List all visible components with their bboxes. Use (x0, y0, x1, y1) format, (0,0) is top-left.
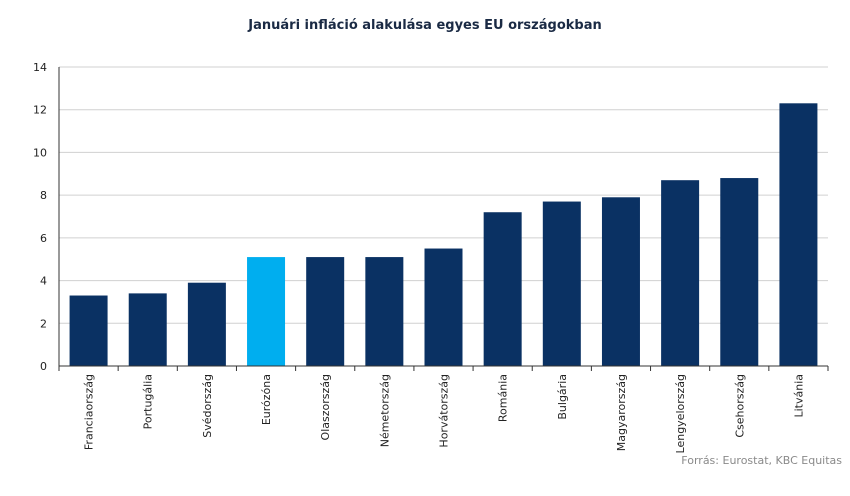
chart-title: Januári infláció alakulása egyes EU orsz… (248, 18, 602, 33)
x-tick-label: Csehország (733, 374, 746, 438)
axes (58, 67, 828, 367)
bar (424, 248, 463, 366)
bar (483, 212, 522, 366)
y-tick-label: 14 (33, 61, 47, 74)
x-tick-label: Németország (378, 374, 391, 447)
bar (661, 180, 700, 366)
bar (69, 295, 108, 366)
bar (128, 293, 167, 366)
x-tick-label: Olaszország (319, 374, 332, 440)
y-tick-label: 2 (40, 317, 47, 330)
bar (779, 103, 818, 367)
y-tick-label: 10 (33, 146, 47, 159)
x-tick-label: Horvátország (438, 374, 451, 448)
bar (720, 178, 759, 366)
x-tick-label: Bulgária (556, 374, 569, 420)
y-tick-label: 4 (40, 275, 47, 288)
x-tick-label: Svédország (201, 374, 214, 438)
bar (187, 282, 226, 366)
x-tick-label: Litvánia (792, 374, 805, 418)
bar (365, 257, 404, 366)
y-tick-labels: 0 2 4 6 8 10 12 14 (33, 61, 47, 373)
source-note: Forrás: Eurostat, KBC Equitas (681, 454, 842, 467)
bar (542, 201, 581, 366)
x-tick-label: Eurózóna (260, 374, 273, 425)
x-tick-label: Lengyelország (674, 374, 687, 453)
bar (247, 257, 286, 366)
x-tick-label: Magyarország (615, 374, 628, 451)
bars (69, 103, 818, 367)
x-tick-labels: Franciaország Portugália Svédország Eurózón… (58, 366, 829, 453)
y-tick-label: 0 (40, 360, 47, 373)
bar (306, 257, 345, 366)
y-tick-label: 6 (40, 232, 47, 245)
x-tick-label: Románia (497, 374, 510, 422)
x-tick-label: Franciaország (83, 374, 96, 450)
x-tick-label: Portugália (142, 374, 155, 429)
y-tick-label: 8 (40, 189, 47, 202)
y-tick-label: 12 (33, 104, 47, 117)
bar (601, 197, 640, 366)
